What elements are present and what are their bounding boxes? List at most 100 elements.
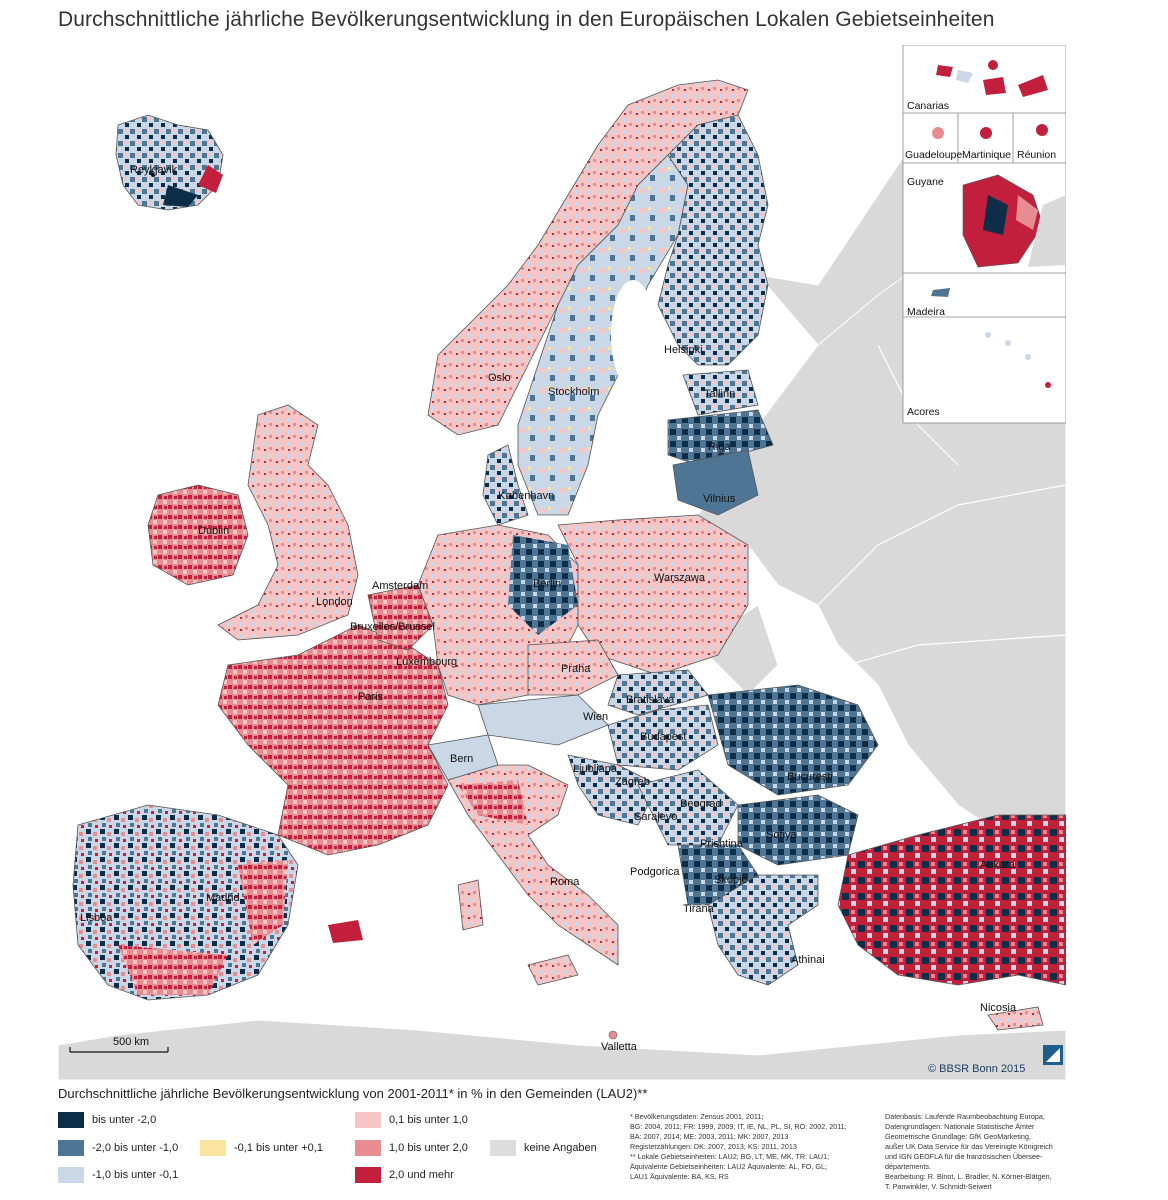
- region-uk: [217, 404, 359, 641]
- city-label-sarajevo: Sarajevo: [634, 811, 677, 823]
- city-label-paris: Paris: [358, 691, 384, 703]
- source-line: außer UK Data Service für das Vereinigte…: [885, 1142, 1053, 1151]
- city-label-warszawa: Warszawa: [654, 572, 706, 584]
- scale-bar: 500 km: [69, 1036, 169, 1053]
- city-label-ankara: Ankara: [980, 859, 1016, 871]
- legend-item-6: 1,0 bis unter 2,0: [355, 1140, 468, 1156]
- city-label-tirana: Tirana: [683, 903, 715, 915]
- source-line: Geometrische Grundlage: GfK GeoMarketing…: [885, 1132, 1031, 1141]
- legend-label: 2,0 und mehr: [389, 1169, 454, 1181]
- city-label-helsinki: Helsinki: [664, 344, 703, 356]
- inset-label-acores: Acores: [907, 406, 940, 418]
- city-label-prishtina: Prishtina: [700, 838, 744, 850]
- region-lithuania: [672, 449, 759, 516]
- city-label-london: London: [316, 596, 353, 608]
- city-label-valletta: Valletta: [601, 1041, 638, 1053]
- region-turkey: [837, 814, 1066, 986]
- city-label-beograd: Beograd: [680, 798, 722, 810]
- source-line: Datenbasis: Laufende Raumbeobachtung Eur…: [885, 1112, 1045, 1121]
- city-label-bucuresti: București: [787, 771, 833, 783]
- legend-title: Durchschnittliche jährliche Bevölkerungs…: [58, 1086, 648, 1101]
- legend-swatch: [58, 1140, 84, 1156]
- inset-panel: Canarias Guadeloupe Martinique Réunion G…: [902, 45, 1066, 424]
- source-line: und IGN GEOFLA für die französischen Übe…: [885, 1152, 1043, 1161]
- footnote-line: ** Lokale Gebietseinheiten: LAU2; BG, LT…: [630, 1152, 830, 1161]
- city-label-roma: Roma: [550, 876, 580, 888]
- europe-map[interactable]: Canarias Guadeloupe Martinique Réunion G…: [58, 45, 1066, 1080]
- city-label-berlin: Berlin: [533, 578, 561, 590]
- bbsr-logo: [1043, 1045, 1063, 1065]
- city-label-bratislava: Bratislava: [626, 694, 675, 706]
- footnote-line: BG: 2004, 2011; FR: 1999, 2009; IT, IE, …: [630, 1122, 847, 1131]
- inset-label-guyane: Guyane: [907, 176, 944, 188]
- legend-item-2: -2,0 bis unter -1,0: [58, 1140, 178, 1156]
- legend-label: -2,0 bis unter -1,0: [92, 1142, 179, 1154]
- region-benelux: [367, 584, 434, 651]
- city-label-sofiya: Sofiya: [766, 829, 797, 841]
- region-estonia: [682, 369, 759, 416]
- city-label-budapest: Budapest: [640, 731, 686, 743]
- city-label-bruxelles: Bruxelles/Brussel: [350, 621, 435, 633]
- city-label-dublin: Dublin: [198, 525, 229, 537]
- legend-item-7: 2,0 und mehr: [355, 1167, 454, 1183]
- footnote-line: LAU1 Äquivalente: BA, KS, RS: [630, 1172, 729, 1181]
- legend-swatch: [58, 1112, 84, 1128]
- source-line: Bearbeitung: R. Binot, L. Bradler, N. Kö…: [885, 1172, 1052, 1181]
- city-label-amsterdam: Amsterdam: [372, 580, 428, 592]
- map-title: Durchschnittliche jährliche Bevölkerungs…: [58, 8, 995, 31]
- legend-item-4: -0,1 bis unter +0,1: [200, 1140, 323, 1156]
- city-label-madrid: Madrid: [206, 892, 240, 904]
- legend-label: keine Angaben: [524, 1142, 597, 1154]
- city-label-ljubljana: Ljubljana: [573, 763, 618, 775]
- legend-label: -0,1 bis unter +0,1: [234, 1142, 323, 1154]
- city-label-podgorica: Podgorica: [630, 866, 680, 878]
- city-label-tallinn: Tallinn: [704, 388, 735, 400]
- footnote-line: BA: 2007, 2014; ME: 2003, 2011; MK: 2007…: [630, 1132, 789, 1141]
- source-line: T. Panwinkler, V. Schmidt-Seiwert: [885, 1182, 992, 1191]
- legend-label: 0,1 bis unter 1,0: [389, 1114, 468, 1126]
- legend-swatch: [490, 1140, 516, 1156]
- region-serbia-bosnia: [637, 769, 739, 846]
- footnotes: * Bevölkerungsdaten: Zensus 2001, 2011; …: [630, 1112, 847, 1182]
- city-label-luxembourg: Luxembourg: [396, 656, 457, 668]
- source-line: Datengrundlagen: Nationale Statistische …: [885, 1122, 1035, 1131]
- legend-label: bis unter -2,0: [92, 1114, 157, 1126]
- region-sicily: [527, 954, 579, 986]
- region-finland: [657, 114, 769, 366]
- map-frame[interactable]: Canarias Guadeloupe Martinique Réunion G…: [58, 45, 1066, 1080]
- city-label-stockholm: Stockholm: [548, 386, 599, 398]
- inset-label-canarias: Canarias: [907, 100, 949, 112]
- city-label-lisboa: Lisboa: [80, 912, 113, 924]
- footnote-line: * Bevölkerungsdaten: Zensus 2001, 2011;: [630, 1112, 764, 1121]
- city-label-reykjavik: Reykjavik: [130, 164, 178, 176]
- region-czechia: [527, 639, 619, 696]
- region-sardinia: [457, 879, 484, 931]
- city-label-wien: Wien: [583, 711, 608, 723]
- city-labels: Reykjavik Oslo Stockholm Helsinki Tallin…: [80, 164, 1017, 1053]
- city-label-oslo: Oslo: [488, 372, 511, 384]
- sources: Datenbasis: Laufende Raumbeobachtung Eur…: [885, 1112, 1053, 1192]
- city-label-athinai: Athinai: [791, 954, 825, 966]
- inset-label-reunion: Réunion: [1017, 149, 1056, 161]
- legend-swatch: [355, 1167, 381, 1183]
- footnote-line: Registerzählungen: DK: 2007, 2013; KS: 2…: [630, 1142, 797, 1151]
- region-ireland: [147, 484, 249, 586]
- legend-label: 1,0 bis unter 2,0: [389, 1142, 468, 1154]
- region-cyprus: [987, 1006, 1044, 1031]
- region-iceland: [115, 114, 224, 211]
- legend-item-1: bis unter -2,0: [58, 1112, 156, 1128]
- legend-swatch: [355, 1112, 381, 1128]
- city-label-nicosia: Nicosia: [980, 1002, 1017, 1014]
- city-label-vilnius: Vilnius: [703, 493, 736, 505]
- non-eu-borders: [817, 344, 1066, 666]
- region-slovenia-croatia: [567, 754, 659, 826]
- legend-swatch: [355, 1140, 381, 1156]
- city-label-bern: Bern: [450, 753, 473, 765]
- city-label-zagreb: Zagreb: [615, 776, 650, 788]
- city-label-kobenhavn: København: [498, 490, 554, 502]
- legend-swatch: [58, 1167, 84, 1183]
- scale-bar-label: 500 km: [113, 1036, 149, 1048]
- inset-label-madeira: Madeira: [907, 306, 945, 318]
- inset-label-guadeloupe: Guadeloupe: [905, 149, 962, 161]
- region-poland: [557, 514, 749, 676]
